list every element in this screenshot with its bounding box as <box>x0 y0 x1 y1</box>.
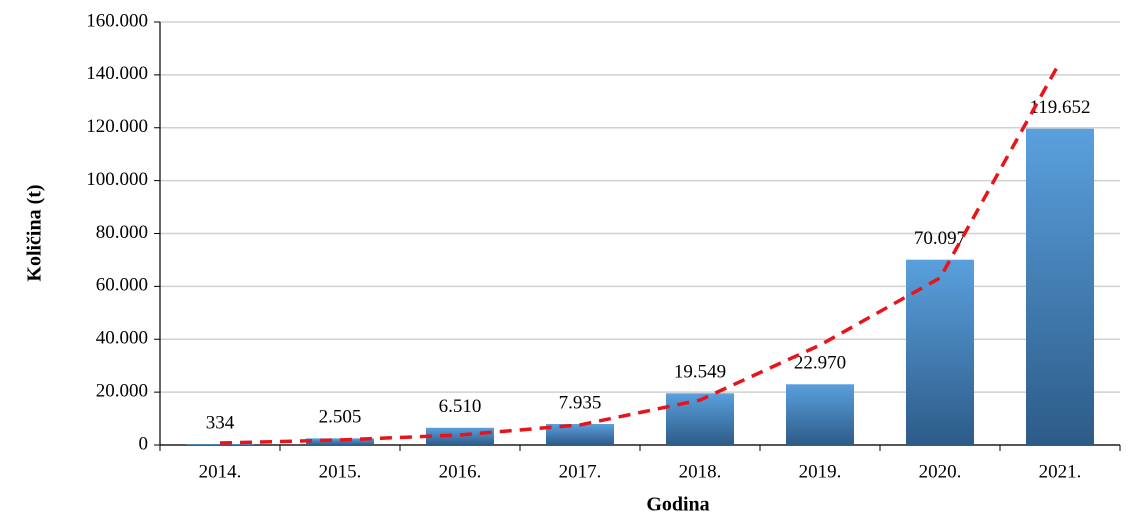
bar <box>546 424 614 445</box>
y-tick-label: 60.000 <box>96 275 148 296</box>
data-label: 2.505 <box>319 407 362 428</box>
y-axis-title: Količina (t) <box>24 184 46 281</box>
y-tick-label: 100.000 <box>86 169 148 190</box>
x-tick-label: 2021. <box>1039 461 1082 482</box>
bar <box>306 438 374 445</box>
bar <box>186 444 254 445</box>
x-tick-label: 2017. <box>559 461 602 482</box>
x-tick-label: 2014. <box>199 461 242 482</box>
bar <box>666 393 734 445</box>
x-tick-label: 2019. <box>799 461 842 482</box>
trendline <box>219 61 1062 445</box>
bar <box>906 259 974 445</box>
bar <box>1026 128 1094 445</box>
x-axis-title: Godina <box>646 494 709 516</box>
data-label: 334 <box>206 412 235 433</box>
data-label: 70.097 <box>914 228 966 249</box>
data-label: 19.549 <box>674 362 726 383</box>
x-tick-label: 2016. <box>439 461 482 482</box>
y-tick-label: 140.000 <box>86 63 148 84</box>
x-tick-label: 2020. <box>919 461 962 482</box>
data-label: 7.935 <box>559 392 602 413</box>
data-label: 119.652 <box>1029 97 1090 118</box>
x-tick-label: 2018. <box>679 461 722 482</box>
data-label: 22.970 <box>794 353 846 374</box>
y-tick-label: 160.000 <box>86 10 148 31</box>
y-tick-label: 40.000 <box>96 328 148 349</box>
bar <box>786 384 854 445</box>
y-tick-label: 80.000 <box>96 222 148 243</box>
y-tick-label: 120.000 <box>86 116 148 137</box>
data-label: 6.510 <box>439 396 482 417</box>
y-tick-label: 0 <box>139 433 149 454</box>
y-tick-label: 20.000 <box>96 380 148 401</box>
x-tick-label: 2015. <box>319 461 362 482</box>
